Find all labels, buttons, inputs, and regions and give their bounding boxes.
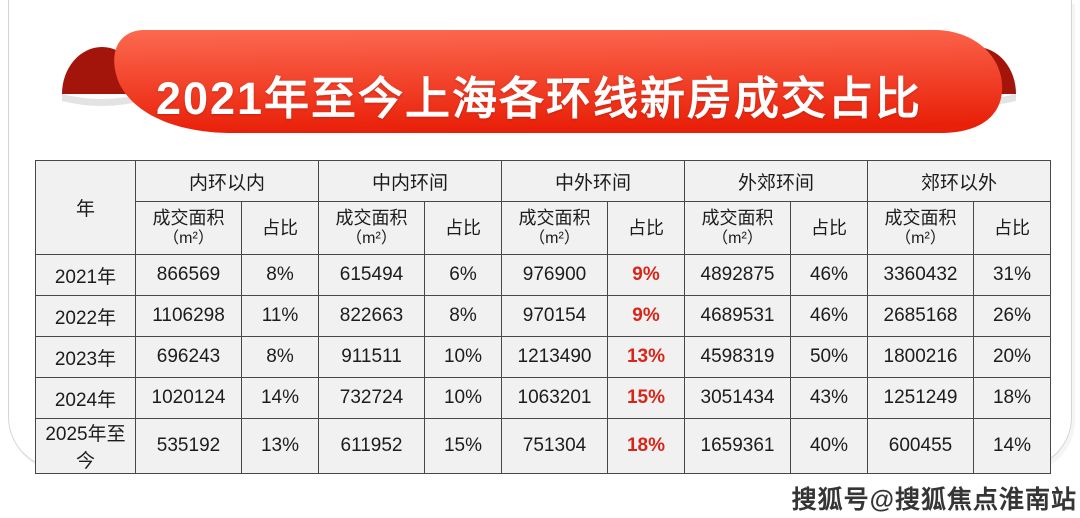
- share-cell: 15%: [424, 418, 502, 474]
- area-cell: 615494: [318, 254, 425, 296]
- area-header: 成交面积 （m²）: [867, 201, 974, 255]
- ribbon-graphic: [62, 30, 1016, 133]
- area-cell: 1251249: [867, 377, 974, 419]
- area-header-label: 成交面积: [518, 207, 591, 228]
- share-cell: 8%: [241, 336, 319, 378]
- group-header-mid-inner-ring: 中内环间: [318, 160, 502, 202]
- area-cell: 2685168: [867, 295, 974, 337]
- year-cell: 2025年至今: [35, 418, 136, 474]
- area-header-label: 成交面积: [884, 207, 957, 228]
- share-cell: 8%: [241, 254, 319, 296]
- share-cell: 8%: [424, 295, 502, 337]
- table-row: 2022年 1106298 11% 822663 8% 970154 9% 46…: [35, 295, 1051, 337]
- area-cell: 1659361: [684, 418, 791, 474]
- share-cell: 31%: [973, 254, 1051, 296]
- share-cell: 14%: [973, 418, 1051, 474]
- area-cell: 4689531: [684, 295, 791, 337]
- area-cell: 1213490: [501, 336, 608, 378]
- page-title: 2021年至今上海各环线新房成交占比: [155, 73, 923, 124]
- table-header-groups: 年 内环以内 中内环间 中外环间 外郊环间 郊环以外: [35, 160, 1051, 255]
- area-cell: 732724: [318, 377, 425, 419]
- area-cell: 4598319: [684, 336, 791, 378]
- area-header-label: 成交面积: [152, 207, 225, 228]
- share-cell: 13%: [241, 418, 319, 474]
- share-header: 占比: [973, 201, 1051, 255]
- share-cell-highlighted: 15%: [607, 377, 685, 419]
- share-cell: 10%: [424, 336, 502, 378]
- share-cell: 6%: [424, 254, 502, 296]
- share-header: 占比: [607, 201, 685, 255]
- share-header: 占比: [790, 201, 868, 255]
- area-cell: 696243: [135, 336, 242, 378]
- share-cell: 11%: [241, 295, 319, 337]
- year-cell: 2022年: [35, 295, 136, 337]
- share-cell: 14%: [241, 377, 319, 419]
- area-cell: 600455: [867, 418, 974, 474]
- area-cell: 1020124: [135, 377, 242, 419]
- ring-line-table: 年 内环以内 中内环间 中外环间 外郊环间 郊环以外 成交面积 （m²） 占比 成…: [35, 160, 1051, 474]
- share-cell-highlighted: 13%: [607, 336, 685, 378]
- area-cell: 3051434: [684, 377, 791, 419]
- share-cell-highlighted: 9%: [607, 295, 685, 337]
- area-header-unit: （m²）: [346, 230, 397, 248]
- area-header-unit: （m²）: [895, 230, 946, 248]
- table-row: 2024年 1020124 14% 732724 10% 1063201 15%…: [35, 377, 1051, 419]
- share-cell: 18%: [973, 377, 1051, 419]
- area-header-label: 成交面积: [335, 207, 408, 228]
- area-cell: 751304: [501, 418, 608, 474]
- group-header-mid-outer-ring: 中外环间: [501, 160, 685, 202]
- area-cell: 3360432: [867, 254, 974, 296]
- share-cell: 46%: [790, 295, 868, 337]
- table-row: 2021年 866569 8% 615494 6% 976900 9% 4892…: [35, 254, 1051, 296]
- area-cell: 822663: [318, 295, 425, 337]
- group-header-beyond-suburban-ring: 郊环以外: [867, 160, 1051, 202]
- share-cell-highlighted: 9%: [607, 254, 685, 296]
- table-header-subcolumns: 成交面积 （m²） 占比 成交面积 （m²） 占比 成交面积 （m²） 占比 成交面积…: [36, 201, 1051, 255]
- group-header-outer-suburban-ring: 外郊环间: [684, 160, 868, 202]
- year-cell: 2023年: [35, 336, 136, 378]
- area-header-label: 成交面积: [701, 207, 774, 228]
- area-cell: 970154: [501, 295, 608, 337]
- share-cell: 10%: [424, 377, 502, 419]
- year-cell: 2024年: [35, 377, 136, 419]
- area-cell: 911511: [318, 336, 425, 378]
- share-cell: 46%: [790, 254, 868, 296]
- area-header-unit: （m²）: [163, 230, 214, 248]
- year-cell: 2021年: [35, 254, 136, 296]
- area-header: 成交面积 （m²）: [318, 201, 425, 255]
- group-header-inner-ring: 内环以内: [135, 160, 319, 202]
- year-header: 年: [35, 160, 136, 255]
- ribbon-band: [114, 30, 1003, 133]
- area-header: 成交面积 （m²）: [684, 201, 791, 255]
- share-cell: 50%: [790, 336, 868, 378]
- share-header: 占比: [241, 201, 319, 255]
- title-ribbon: 2021年至今上海各环线新房成交占比: [60, 26, 1018, 140]
- area-cell: 535192: [135, 418, 242, 474]
- watermark: 搜狐号@搜狐焦点淮南站: [791, 486, 1077, 514]
- area-header-unit: （m²）: [712, 230, 763, 248]
- table-row: 2025年至今 535192 13% 611952 15% 751304 18%…: [35, 418, 1051, 474]
- share-header: 占比: [424, 201, 502, 255]
- area-cell: 1063201: [501, 377, 608, 419]
- area-header: 成交面积 （m²）: [135, 201, 242, 255]
- share-cell: 20%: [973, 336, 1051, 378]
- share-cell: 26%: [973, 295, 1051, 337]
- area-header: 成交面积 （m²）: [501, 201, 608, 255]
- area-cell: 866569: [135, 254, 242, 296]
- area-cell: 1800216: [867, 336, 974, 378]
- share-cell: 40%: [790, 418, 868, 474]
- ribbon-shadow-left: [62, 94, 142, 106]
- area-cell: 976900: [501, 254, 608, 296]
- table-row: 2023年 696243 8% 911511 10% 1213490 13% 4…: [35, 336, 1051, 378]
- area-cell: 611952: [318, 418, 425, 474]
- area-cell: 1106298: [135, 295, 242, 337]
- share-cell: 43%: [790, 377, 868, 419]
- area-cell: 4892875: [684, 254, 791, 296]
- area-header-unit: （m²）: [529, 230, 580, 248]
- share-cell-highlighted: 18%: [607, 418, 685, 474]
